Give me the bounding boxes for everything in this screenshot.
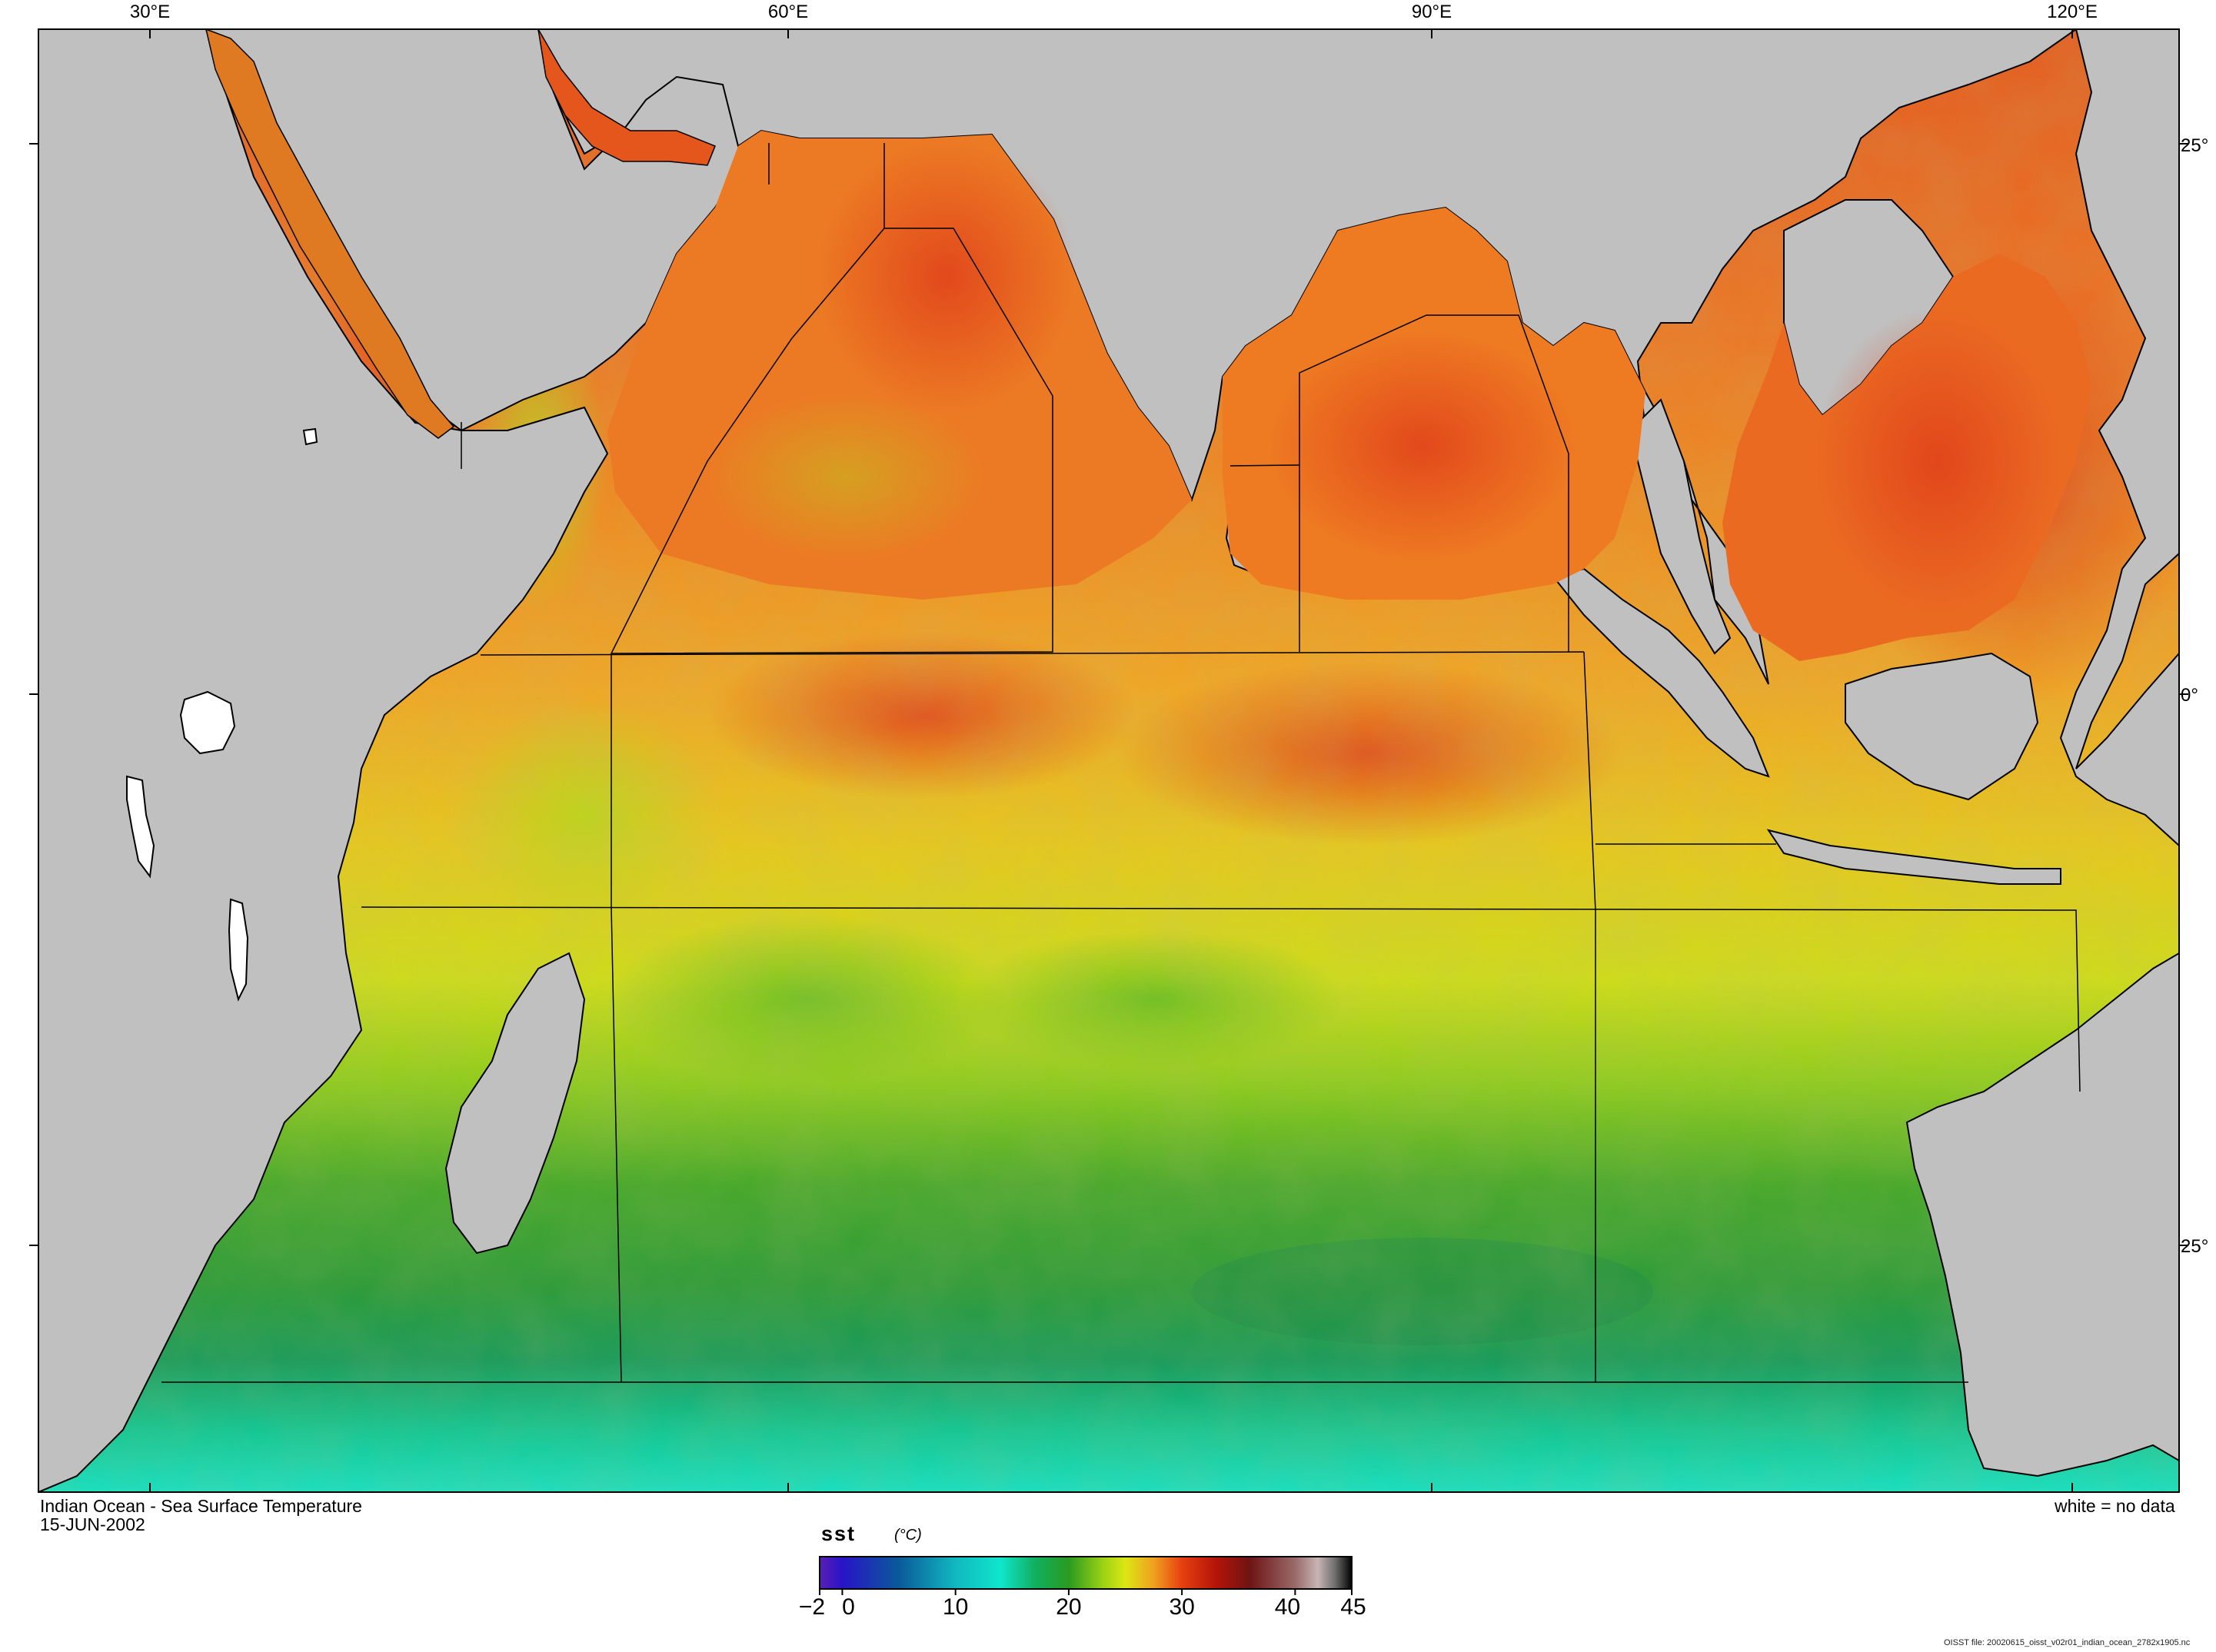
lon-label-120e: 120°E [2047,2,2098,22]
sumatra [1552,567,1770,778]
colorbar [819,1556,1353,1590]
colorbar-tick-label: 40 [1274,1594,1301,1620]
colorbar-tick-label: 20 [1056,1594,1082,1620]
lon-label-90e: 90°E [1411,2,1452,22]
lake-victoria [179,690,236,755]
graticule-ticks [29,29,2188,1492]
colorbar-tick-label: 45 [1340,1594,1366,1620]
no-data-note: white = no data [2055,1496,2175,1516]
lat-label-0: 0° [2181,685,2198,706]
map-title: Indian Ocean - Sea Surface Temperature [40,1496,362,1516]
borneo [1845,652,2039,801]
australia [1905,952,2179,1477]
file-note: OISST file: 20020615_oisst_v02r01_indian… [1944,1638,2191,1647]
malay-peninsula [1629,398,1732,655]
red-sea [205,29,455,439]
lake-tanganyika [126,775,155,879]
java-islands [1766,829,2061,885]
madagascar [444,952,586,1255]
africa-east-coast [38,29,609,1492]
lon-label-60e: 60°E [767,2,809,22]
colorbar-tick-label: 30 [1169,1594,1195,1620]
lon-label-30e: 30°E [129,2,171,22]
colorbar-variable: sst [821,1522,857,1545]
persian-gulf [537,29,716,166]
colorbar-tick-label: 0 [842,1594,855,1620]
colorbar-tick-label: −2 [798,1594,826,1620]
colorbar-unit: (°C) [894,1527,922,1544]
map-date: 15-JUN-2002 [40,1514,145,1534]
colorbar-tick-label: 10 [942,1594,969,1620]
philippines-sulawesi [2059,29,2179,847]
lake-malawi [228,898,249,1002]
basin-outlines [161,143,2081,1383]
land-masses [38,29,2179,1492]
lat-label-25s: 25° [2181,1236,2209,1257]
lat-label-25n: 25° [2181,135,2209,156]
